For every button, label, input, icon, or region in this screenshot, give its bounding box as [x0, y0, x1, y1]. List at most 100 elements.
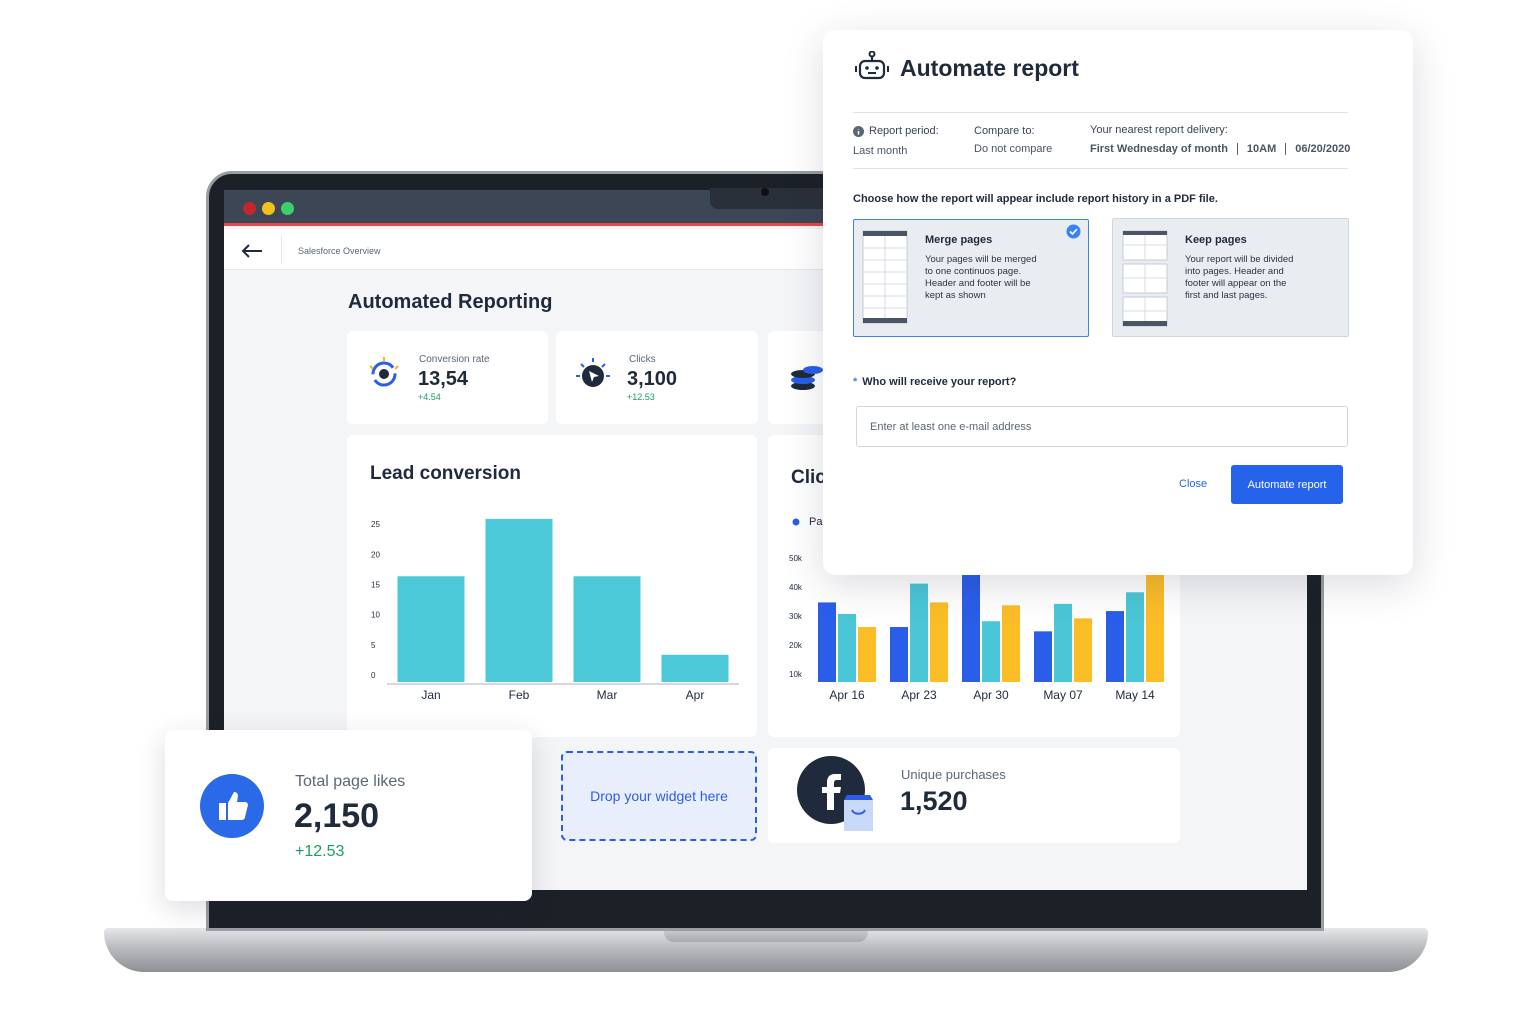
bar: [573, 576, 641, 682]
likes-icon: [200, 774, 264, 838]
bar: [661, 654, 729, 682]
y-tick-label: 0: [371, 671, 376, 680]
facebook-icon: [797, 756, 873, 831]
bar: [1002, 605, 1020, 682]
x-tick-label: Apr 16: [829, 688, 865, 702]
coins-icon: [791, 366, 823, 390]
option-description: Your report will be divided into pages. …: [1185, 254, 1294, 301]
x-tick-label: Feb: [509, 688, 530, 702]
modal-title: Automate report: [900, 55, 1079, 81]
option-title: Keep pages: [1185, 234, 1247, 246]
bar: [1074, 618, 1092, 682]
bar: [397, 576, 465, 682]
x-tick-label: Jan: [421, 688, 440, 702]
merge-illustration: [862, 230, 908, 324]
bar: [890, 627, 908, 682]
y-tick-label: 5: [371, 641, 376, 650]
bar: [1034, 631, 1052, 682]
bar: [1146, 573, 1164, 682]
legend-label: Pa: [809, 516, 823, 528]
kpi-value: 13,54: [418, 368, 469, 390]
clicks-chart: 10k 20k 30k 40k 50k Apr 16 Apr 23 Apr 30 May 07 M…: [789, 516, 1164, 702]
required-mark: *: [853, 376, 858, 388]
y-tick-label: 20k: [789, 641, 803, 650]
info-icon: [853, 126, 864, 137]
kpi-change: +4.54: [418, 392, 441, 402]
delivery-day: First Wednesday of month: [1090, 143, 1238, 155]
option-description: Your pages will be merged to one continu…: [925, 254, 1037, 301]
camera: [761, 188, 769, 196]
delivery-label: Your nearest report delivery:: [1090, 124, 1228, 136]
robot-icon: [855, 51, 889, 80]
email-input[interactable]: Enter at least one e-mail address: [856, 406, 1348, 447]
dot-red: [243, 202, 256, 215]
submit-button[interactable]: Automate report: [1231, 465, 1343, 504]
laptop-notch: [664, 928, 868, 942]
y-tick-label: 40k: [789, 583, 803, 592]
chart-title: Clic: [791, 467, 826, 488]
x-tick-label: Apr 23: [901, 688, 937, 702]
chart-title: Lead conversion: [370, 463, 521, 484]
divider: [281, 236, 282, 264]
delivery-date: 06/20/2020: [1295, 143, 1351, 155]
bar: [982, 621, 1000, 682]
x-tick-label: Apr: [686, 688, 705, 702]
divider: [853, 112, 1348, 113]
bar: [930, 602, 948, 682]
conversion-icon: [369, 357, 399, 387]
instruction: Choose how the report will appear includ…: [853, 193, 1218, 205]
compare-label: Compare to:: [974, 125, 1035, 137]
modal: Automate report Report period: Last mont…: [823, 30, 1413, 575]
y-tick-label: 30k: [789, 612, 803, 621]
bar: [1106, 611, 1124, 682]
keep-illustration: [1122, 230, 1168, 327]
y-tick-label: 10k: [789, 670, 803, 679]
purchases-label: Unique purchases: [901, 767, 1006, 782]
check-icon: [1066, 224, 1081, 239]
x-tick-label: May 07: [1043, 688, 1083, 702]
bar: [1126, 592, 1144, 682]
likes-label: Total page likes: [295, 773, 406, 790]
drop-zone[interactable]: Drop your widget here: [561, 751, 757, 841]
y-tick-label: 25: [371, 520, 380, 529]
y-tick-label: 10: [371, 611, 380, 620]
y-tick-label: 50k: [789, 554, 803, 563]
question: Who will receive your report?: [862, 376, 1017, 388]
y-tick-label: 20: [371, 550, 380, 559]
bar: [910, 583, 928, 682]
bar: [962, 573, 980, 682]
delivery-row: First Wednesday of month 10AM 06/20/2020: [1090, 143, 1350, 155]
legend-dot: [792, 518, 800, 526]
divider: [853, 168, 1348, 169]
bar: [858, 627, 876, 682]
delivery-time: 10AM: [1238, 143, 1287, 155]
breadcrumb: Salesforce Overview: [298, 246, 381, 256]
kpi-label: Conversion rate: [419, 354, 490, 365]
dot-yellow: [262, 202, 275, 215]
y-tick-label: 15: [371, 581, 380, 590]
likes-value: 2,150: [294, 797, 380, 835]
bar: [485, 518, 553, 682]
kpi-change: +12.53: [627, 392, 655, 402]
dashboard-title: Automated Reporting: [348, 291, 553, 313]
bar: [838, 613, 856, 682]
question-row: * Who will receive your report?: [853, 376, 1016, 388]
x-tick-label: Apr 30: [973, 688, 1009, 702]
chart-card: Lead conversion 0 5 10 15 20 25 Jan Feb Mar Apr: [347, 435, 757, 737]
bar: [1054, 603, 1072, 682]
x-tick-label: May 14: [1115, 688, 1155, 702]
clicks-icon: [576, 358, 610, 387]
back-arrow[interactable]: [240, 243, 264, 259]
kpi-label: Clicks: [629, 354, 656, 365]
period-label: Report period:: [869, 125, 939, 137]
dot-green: [281, 202, 294, 215]
option-title: Merge pages: [925, 234, 993, 246]
bar: [818, 602, 836, 682]
x-tick-label: Mar: [597, 688, 618, 702]
period-value: Last month: [853, 145, 908, 157]
compare-value: Do not compare: [974, 143, 1053, 155]
kpi-value: 3,100: [627, 368, 678, 390]
likes-change: +12.53: [295, 843, 345, 860]
close-button[interactable]: Close: [1179, 478, 1208, 490]
